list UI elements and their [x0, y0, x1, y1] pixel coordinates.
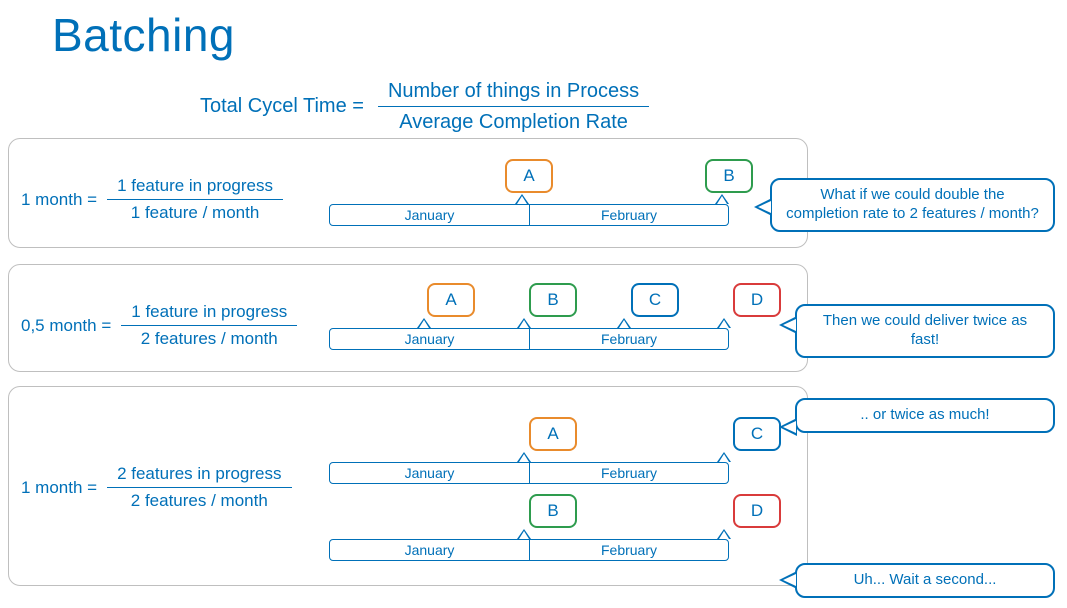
panel3-callout-top: .. or twice as much! — [795, 398, 1055, 433]
panel1-numerator: 1 feature in progress — [107, 175, 283, 200]
arrow-icon — [715, 194, 729, 204]
arrow-icon — [617, 318, 631, 328]
panel3-equation: 1 month = 2 features in progress 2 featu… — [21, 463, 292, 512]
arrow-icon — [717, 318, 731, 328]
panel1-callout: What if we could double the completion r… — [770, 178, 1055, 232]
arrow-icon — [717, 529, 731, 539]
panel-1: 1 month = 1 feature in progress 1 featur… — [8, 138, 808, 248]
feature-chip-b: B — [705, 159, 753, 193]
feature-chip-a: A — [529, 417, 577, 451]
panel1-result: 1 month = — [21, 190, 97, 210]
chip-label: B — [547, 501, 558, 521]
month-label: February — [529, 540, 728, 560]
chip-label: A — [445, 290, 456, 310]
chip-label: A — [547, 424, 558, 444]
panel3-callout-bottom: Uh... Wait a second... — [795, 563, 1055, 598]
formula-fraction: Number of things in Process Average Comp… — [378, 78, 649, 135]
panel3-result: 1 month = — [21, 478, 97, 498]
arrow-icon — [517, 529, 531, 539]
formula-numerator: Number of things in Process — [378, 78, 649, 107]
panel2-equation: 0,5 month = 1 feature in progress 2 feat… — [21, 301, 297, 350]
month-label: January — [330, 540, 529, 560]
feature-chip-a: A — [505, 159, 553, 193]
arrow-icon — [517, 452, 531, 462]
page-title: Batching — [52, 8, 1067, 62]
panel2-denominator: 2 features / month — [141, 326, 278, 350]
month-label: January — [330, 463, 529, 483]
panel-3: 1 month = 2 features in progress 2 featu… — [8, 386, 808, 586]
feature-chip-c: C — [733, 417, 781, 451]
formula-denominator: Average Completion Rate — [399, 107, 628, 135]
panel2-timeline: January February — [329, 328, 729, 350]
panel1-equation: 1 month = 1 feature in progress 1 featur… — [21, 175, 283, 224]
feature-chip-b: B — [529, 494, 577, 528]
chip-label: C — [649, 290, 661, 310]
feature-chip-c: C — [631, 283, 679, 317]
callout-text: Uh... Wait a second... — [854, 571, 997, 588]
chip-label: C — [751, 424, 763, 444]
feature-chip-d: D — [733, 283, 781, 317]
month-label: February — [529, 329, 728, 349]
month-label: February — [529, 463, 728, 483]
panel2-callout: Then we could deliver twice as fast! — [795, 304, 1055, 358]
panel3-timeline-2: January February — [329, 539, 729, 561]
main-formula: Total Cycel Time = Number of things in P… — [200, 78, 649, 135]
callout-text: What if we could double the completion r… — [786, 186, 1039, 222]
chip-label: B — [723, 166, 734, 186]
arrow-icon — [417, 318, 431, 328]
feature-chip-d: D — [733, 494, 781, 528]
panel1-denominator: 1 feature / month — [131, 200, 260, 224]
chip-label: D — [751, 290, 763, 310]
chip-label: B — [547, 290, 558, 310]
arrow-icon — [515, 194, 529, 204]
callout-text: .. or twice as much! — [860, 406, 989, 423]
month-label: February — [529, 205, 728, 225]
panel3-timeline-1: January February — [329, 462, 729, 484]
feature-chip-a: A — [427, 283, 475, 317]
panel2-numerator: 1 feature in progress — [121, 301, 297, 326]
panel3-denominator: 2 features / month — [131, 488, 268, 512]
arrow-icon — [717, 452, 731, 462]
panel1-timeline: January February — [329, 204, 729, 226]
formula-lhs: Total Cycel Time = — [200, 95, 364, 118]
callout-text: Then we could deliver twice as fast! — [823, 312, 1027, 348]
panel-2: 0,5 month = 1 feature in progress 2 feat… — [8, 264, 808, 372]
month-label: January — [330, 205, 529, 225]
feature-chip-b: B — [529, 283, 577, 317]
arrow-icon — [517, 318, 531, 328]
chip-label: D — [751, 501, 763, 521]
panel3-numerator: 2 features in progress — [107, 463, 291, 488]
panel2-result: 0,5 month = — [21, 316, 111, 336]
chip-label: A — [523, 166, 534, 186]
month-label: January — [330, 329, 529, 349]
